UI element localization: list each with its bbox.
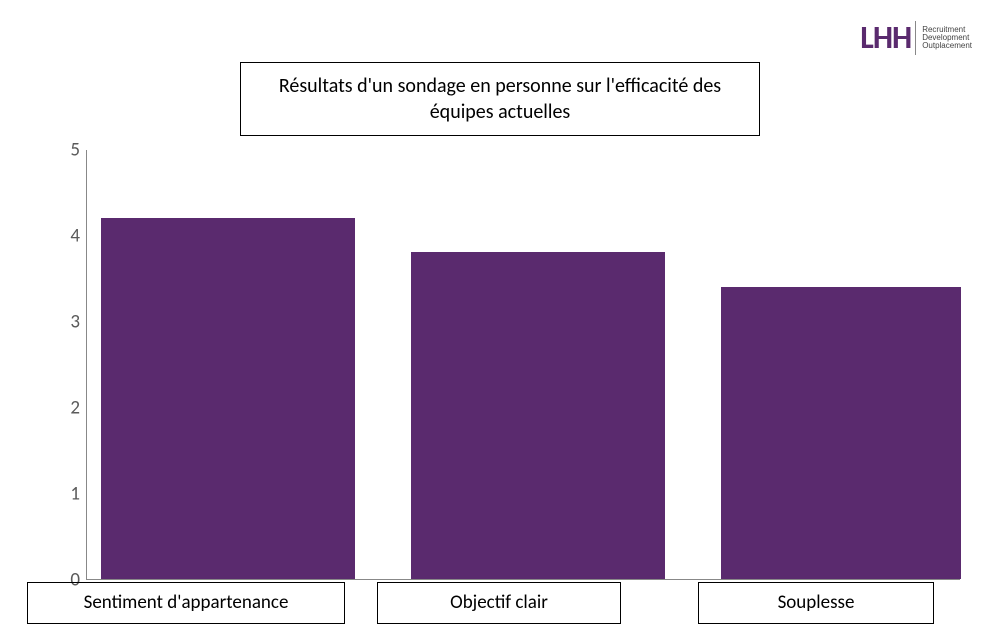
bar [101,218,355,579]
y-tick-label: 3 [50,311,80,334]
x-axis-label: Objectif clair [377,582,621,624]
logo-taglines: Recruitment Development Outplacement [922,26,972,50]
chart-title: Résultats d'un sondage en personne sur l… [240,62,760,136]
y-axis: 012345 [50,150,86,580]
logo-tag: Outplacement [922,42,972,50]
x-axis-label: Souplesse [698,582,934,624]
bar [721,287,961,579]
y-tick-label: 2 [50,397,80,420]
logo-divider [915,21,916,55]
y-tick-label: 5 [50,139,80,162]
x-axis-label: Sentiment d'appartenance [27,582,345,624]
y-tick-label: 4 [50,225,80,248]
logo-text: LHH [860,18,911,57]
bar [411,252,665,579]
x-axis-labels: Sentiment d'appartenanceObjectif clairSo… [48,582,958,626]
brand-logo: LHH Recruitment Development Outplacement [860,18,972,57]
y-tick-label: 1 [50,483,80,506]
plot-area [86,150,960,580]
bar-chart: 012345 [50,150,960,580]
